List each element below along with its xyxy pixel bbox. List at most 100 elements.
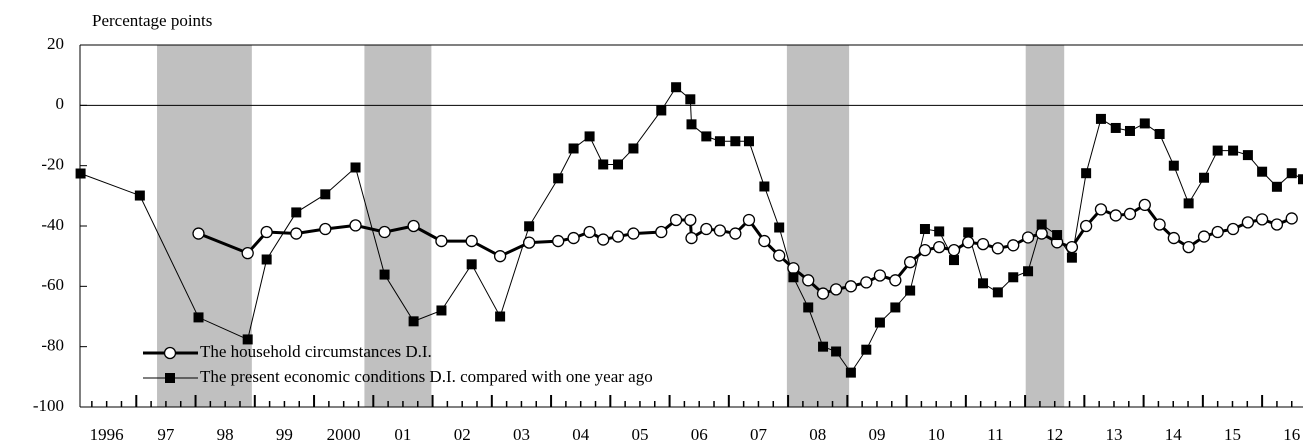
point [466, 259, 477, 270]
point [905, 285, 916, 296]
point [742, 213, 756, 227]
point [260, 225, 273, 239]
point [831, 346, 842, 357]
point [671, 82, 682, 93]
point [75, 168, 86, 179]
point [1167, 231, 1180, 245]
point [889, 274, 902, 287]
point [1183, 198, 1194, 209]
point [934, 226, 945, 237]
point [669, 213, 683, 227]
x-tick-label: 15 [1224, 425, 1241, 443]
point [919, 224, 930, 235]
point [1023, 266, 1034, 277]
point [134, 190, 145, 201]
y-tick-label: -60 [41, 275, 64, 294]
point [685, 94, 696, 105]
point [628, 143, 639, 154]
point [890, 302, 901, 313]
point [1109, 209, 1122, 222]
x-tick-label: 10 [928, 425, 945, 443]
point [1286, 168, 1297, 179]
point [758, 234, 771, 248]
point [378, 225, 391, 239]
point [730, 136, 741, 147]
point [1285, 212, 1298, 225]
point [1199, 172, 1210, 183]
point [860, 276, 873, 289]
point [290, 227, 303, 240]
point [1021, 231, 1035, 244]
point [1270, 218, 1284, 231]
point [241, 246, 254, 260]
x-tick-label: 14 [1165, 425, 1183, 443]
y-tick-label: -100 [33, 396, 64, 415]
x-tick-label: 08 [809, 425, 826, 443]
point [845, 367, 856, 378]
point [1271, 181, 1282, 192]
point [918, 243, 932, 257]
point [1052, 230, 1063, 241]
point [655, 225, 668, 239]
point [1255, 213, 1269, 226]
point [1228, 145, 1239, 156]
point [788, 272, 799, 283]
point [350, 162, 361, 173]
point [991, 242, 1004, 255]
point [787, 262, 800, 275]
x-tick-label: 09 [868, 425, 885, 443]
point [903, 256, 917, 269]
point [976, 237, 990, 251]
point [349, 219, 362, 232]
point [1226, 222, 1240, 236]
x-tick-label: 12 [1046, 425, 1063, 443]
point [1036, 219, 1047, 230]
point [1168, 160, 1179, 171]
point [583, 225, 596, 239]
point [1081, 168, 1092, 179]
x-tick-label: 1996 [90, 425, 124, 443]
x-tick-label: 97 [157, 425, 175, 443]
y-tick-label: -40 [41, 215, 64, 234]
point [553, 173, 564, 184]
point [829, 283, 843, 296]
x-tick-label: 02 [454, 425, 471, 443]
point [1065, 240, 1079, 254]
point [933, 240, 946, 254]
point [816, 287, 830, 300]
point [584, 131, 595, 142]
point [685, 231, 698, 245]
point [552, 234, 565, 248]
point [759, 181, 770, 192]
point [713, 224, 727, 237]
point [435, 234, 448, 248]
point [962, 236, 975, 249]
point [1197, 230, 1211, 243]
y-tick-label: 0 [56, 94, 65, 113]
point [701, 131, 712, 142]
point [597, 233, 610, 246]
point [844, 280, 858, 293]
y-tick-label: 20 [47, 34, 64, 53]
point [1138, 198, 1151, 212]
point [1211, 225, 1224, 239]
x-tick-label: 03 [513, 425, 530, 443]
point [495, 311, 506, 322]
y-tick-label: -20 [41, 155, 64, 174]
point [261, 254, 272, 265]
point [873, 269, 887, 282]
point [1123, 207, 1137, 221]
point [803, 302, 814, 313]
point [524, 221, 535, 232]
point [774, 222, 785, 233]
point [743, 136, 754, 147]
point [729, 227, 742, 240]
x-tick-label: 16 [1283, 425, 1300, 443]
point [818, 341, 829, 352]
point [1153, 218, 1166, 231]
point [291, 207, 302, 218]
point [522, 236, 536, 249]
point [568, 143, 579, 154]
x-tick-label: 01 [394, 425, 411, 443]
